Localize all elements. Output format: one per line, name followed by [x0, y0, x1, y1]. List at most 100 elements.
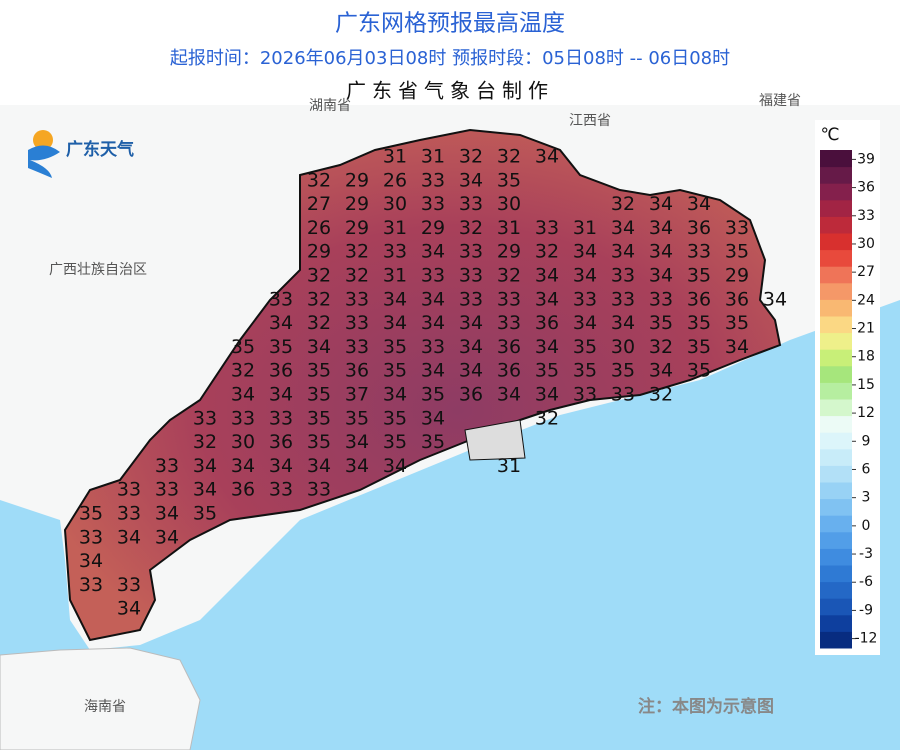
- temperature-label: 35: [573, 360, 597, 382]
- temperature-label: 33: [573, 384, 597, 406]
- legend-tick-label: 39: [857, 151, 875, 167]
- note: 注：本图为示意图: [638, 696, 774, 717]
- temperature-label: 34: [649, 241, 673, 263]
- temperature-label: 32: [459, 146, 483, 168]
- legend-tick-label: 30: [857, 236, 875, 252]
- temperature-label: 29: [421, 217, 445, 239]
- temperature-label: 30: [611, 336, 635, 358]
- temperature-label: 29: [725, 265, 749, 287]
- region-label: 福建省: [759, 93, 801, 109]
- temperature-label: 30: [497, 193, 521, 215]
- legend-color: [820, 614, 852, 632]
- legend-color: [820, 349, 852, 367]
- temperature-label: 34: [307, 455, 331, 477]
- temperature-label: 33: [535, 217, 559, 239]
- temperature-label: 32: [459, 217, 483, 239]
- temperature-label: 35: [307, 360, 331, 382]
- temperature-label: 34: [497, 384, 521, 406]
- temperature-label: 35: [307, 384, 331, 406]
- temperature-label: 34: [421, 241, 445, 263]
- temperature-label: 33: [269, 407, 293, 429]
- legend-color: [820, 183, 852, 201]
- temperature-label: 33: [725, 217, 749, 239]
- temperature-label: 31: [383, 217, 407, 239]
- legend-tick-label: 3: [862, 490, 871, 506]
- temperature-label: 34: [269, 384, 293, 406]
- temperature-label: 34: [421, 407, 445, 429]
- legend-tick-label: 0: [862, 518, 871, 534]
- temperature-label: 35: [193, 503, 217, 525]
- logo-sun: [33, 130, 53, 150]
- temperature-label: 32: [307, 288, 331, 310]
- temperature-label: 34: [345, 431, 369, 453]
- temperature-label: 35: [649, 312, 673, 334]
- legend-color: [820, 465, 852, 483]
- temperature-label: 31: [573, 217, 597, 239]
- temperature-label: 36: [687, 288, 711, 310]
- temperature-label: 33: [649, 288, 673, 310]
- temperature-label: 33: [459, 288, 483, 310]
- temperature-label: 34: [535, 288, 559, 310]
- temperature-label: 34: [611, 312, 635, 334]
- legend-color: [820, 432, 852, 450]
- temperature-label: 34: [383, 288, 407, 310]
- temperature-label: 34: [573, 312, 597, 334]
- temperature-label: 33: [307, 479, 331, 501]
- legend-tick-label: -12: [855, 631, 878, 647]
- temperature-label: 34: [573, 265, 597, 287]
- legend-color: [820, 365, 852, 383]
- temperature-label: 35: [79, 503, 103, 525]
- temperature-label: 33: [421, 336, 445, 358]
- temperature-label: 35: [383, 407, 407, 429]
- temperature-label: 33: [687, 241, 711, 263]
- temperature-label: 33: [497, 312, 521, 334]
- temperature-label: 34: [383, 312, 407, 334]
- temperature-label: 35: [497, 169, 521, 191]
- temperature-label: 34: [79, 550, 103, 572]
- temperature-label: 32: [307, 169, 331, 191]
- temperature-label: 36: [231, 479, 255, 501]
- temperature-label: 31: [383, 146, 407, 168]
- temperature-label: 33: [421, 265, 445, 287]
- legend-tick-label: -9: [859, 602, 873, 618]
- temperature-label: 35: [687, 312, 711, 334]
- temperature-label: 33: [117, 503, 141, 525]
- temperature-label: 30: [231, 431, 255, 453]
- temperature-label: 35: [269, 336, 293, 358]
- temperature-label: 34: [573, 241, 597, 263]
- legend-color: [820, 548, 852, 566]
- temperature-label: 31: [421, 146, 445, 168]
- logo-mark: [28, 145, 60, 178]
- logo-text: 广东天气: [66, 139, 134, 160]
- temperature-label: 35: [687, 336, 711, 358]
- region-label: 海南省: [84, 699, 126, 715]
- sea: [0, 300, 900, 750]
- temperature-label: 36: [725, 288, 749, 310]
- legend-color: [820, 498, 852, 516]
- temperature-label: 32: [193, 431, 217, 453]
- temperature-label: 34: [535, 336, 559, 358]
- temperature-label: 34: [155, 526, 179, 548]
- producer: 广东省气象台制作: [346, 79, 554, 103]
- temperature-label: 36: [269, 360, 293, 382]
- legend-color: [820, 150, 852, 168]
- legend-tick-label: 36: [857, 180, 875, 196]
- legend-color: [820, 415, 852, 433]
- legend-unit: ℃: [820, 125, 839, 145]
- temperature-label: 35: [725, 241, 749, 263]
- temperature-label: 29: [345, 217, 369, 239]
- temperature-label: 35: [725, 312, 749, 334]
- temperature-label: 31: [497, 455, 521, 477]
- temperature-label: 33: [459, 241, 483, 263]
- legend-color: [820, 515, 852, 533]
- temperature-label: 31: [383, 265, 407, 287]
- region-label: 湖南省: [309, 98, 351, 114]
- temperature-label: 32: [497, 146, 521, 168]
- temperature-label: 34: [535, 265, 559, 287]
- region-label: 广西壮族自治区: [49, 262, 147, 278]
- temperature-label: 33: [611, 288, 635, 310]
- temperature-label: 34: [117, 598, 141, 620]
- temperature-label: 32: [535, 407, 559, 429]
- temperature-label: 34: [117, 526, 141, 548]
- temperature-label: 32: [307, 312, 331, 334]
